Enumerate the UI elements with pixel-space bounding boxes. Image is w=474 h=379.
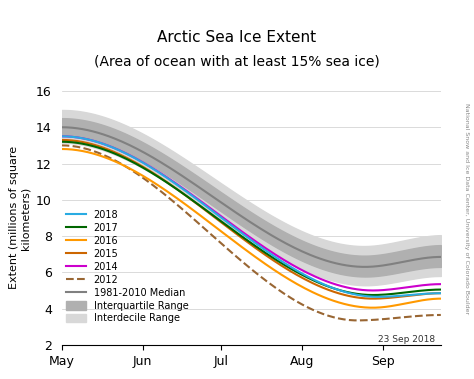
Text: 23 Sep 2018: 23 Sep 2018 — [378, 335, 436, 344]
Y-axis label: Extent (millions of square
kilometers): Extent (millions of square kilometers) — [9, 146, 30, 290]
Text: National Snow and Ice Data Center, University of Colorado Boulder: National Snow and Ice Data Center, Unive… — [465, 103, 469, 314]
Text: Arctic Sea Ice Extent: Arctic Sea Ice Extent — [157, 30, 317, 45]
Text: (Area of ocean with at least 15% sea ice): (Area of ocean with at least 15% sea ice… — [94, 54, 380, 68]
Legend: 2018, 2017, 2016, 2015, 2014, 2012, 1981-2010 Median, Interquartile Range, Inter: 2018, 2017, 2016, 2015, 2014, 2012, 1981… — [66, 210, 189, 323]
